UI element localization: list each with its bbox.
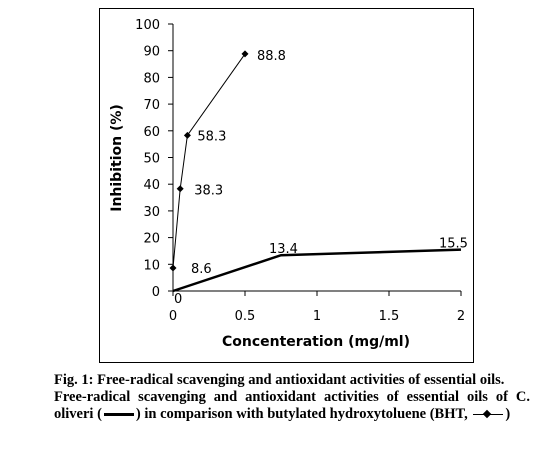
figure-caption: Fig. 1: Free-radical scavenging and anti… <box>54 372 530 423</box>
y-tick-label: 60 <box>143 125 160 140</box>
data-label: 8.6 <box>191 262 212 277</box>
data-labels: 0 13.4 15.5 8.6 38.3 58.3 88.8 <box>174 49 468 307</box>
y-tick-label: 40 <box>143 178 160 193</box>
series-oliveri-line <box>172 248 462 293</box>
axes: 0 10 20 30 40 50 60 70 80 90 100 0 0.5 1 1.5 2 <box>135 18 465 324</box>
y-tick-label: 10 <box>143 258 160 273</box>
x-tick-label: 1 <box>313 309 321 324</box>
y-tick-label: 100 <box>135 18 160 33</box>
series-group <box>169 50 462 293</box>
data-label: 88.8 <box>257 49 286 64</box>
x-tick-label: 0.5 <box>235 309 256 324</box>
caption-title: Fig. 1: Free-radical scavenging and anti… <box>54 372 505 388</box>
caption-body: Free-radical scavenging and antioxidant … <box>54 389 530 423</box>
y-tick-label: 20 <box>143 232 160 247</box>
y-tick-label: 30 <box>143 205 160 220</box>
legend-line-icon <box>103 413 134 417</box>
data-label: 38.3 <box>194 184 223 199</box>
y-tick-label: 80 <box>143 71 160 86</box>
bht-diamond-marker <box>241 50 249 58</box>
y-tick-label: 70 <box>143 98 160 113</box>
data-label: 15.5 <box>439 237 468 252</box>
x-tick-label: 1.5 <box>379 309 400 324</box>
x-axis-title: Concenteration (mg/ml) <box>222 334 410 350</box>
data-label: 13.4 <box>269 242 298 257</box>
series-bht-line <box>172 53 246 269</box>
data-label: 0 <box>174 292 182 307</box>
chart-frame <box>99 8 474 363</box>
legend-diamond-icon <box>473 410 504 420</box>
y-tick-label: 90 <box>143 45 160 60</box>
caption-text-mid: ) in comparison with butylated hydroxyto… <box>135 406 468 422</box>
y-tick-label: 0 <box>152 285 160 300</box>
caption-text-start: Free-radical scavenging and antioxidant … <box>54 389 530 422</box>
x-tick-label: 0 <box>169 309 177 324</box>
bht-diamond-marker <box>176 185 184 193</box>
bht-diamond-marker <box>169 264 177 272</box>
caption-text-end: ) <box>505 406 511 422</box>
y-axis-title: Inhibition (%) <box>109 104 125 212</box>
y-tick-label: 50 <box>143 152 160 167</box>
data-label: 58.3 <box>197 129 226 144</box>
x-tick-label: 2 <box>457 309 465 324</box>
bht-diamond-marker <box>183 131 191 139</box>
